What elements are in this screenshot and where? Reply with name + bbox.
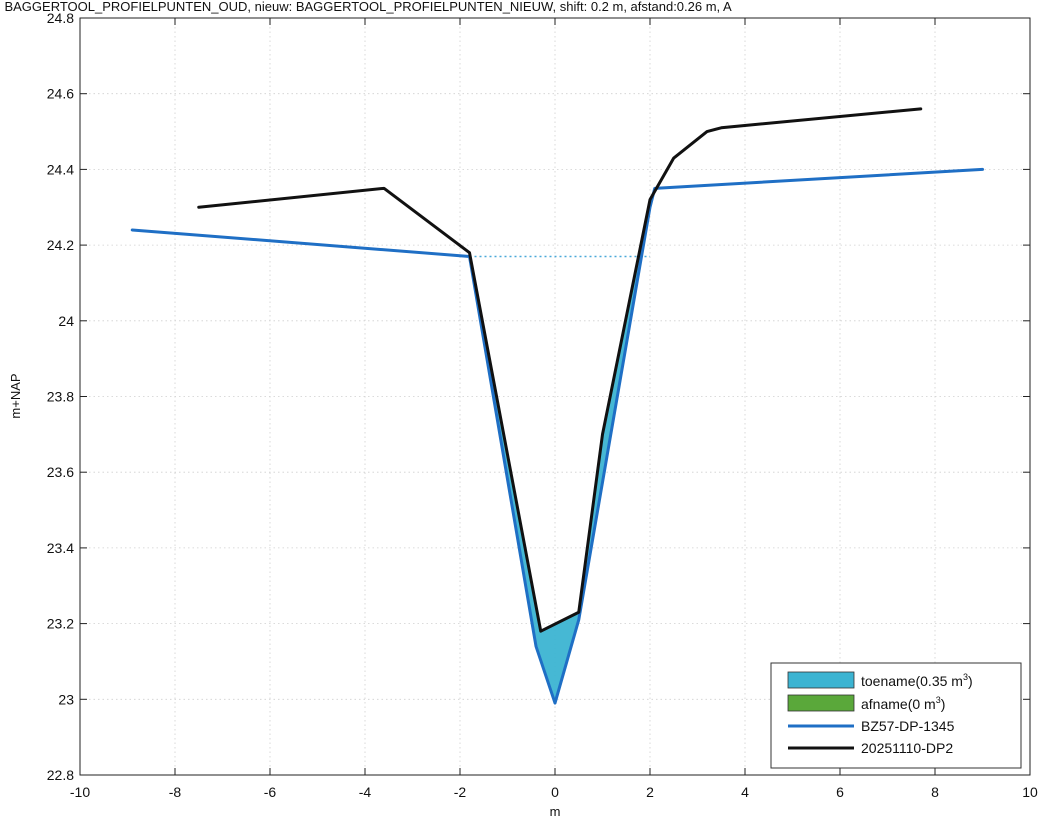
y-tick-label: 23.4 xyxy=(47,540,74,556)
x-tick-label: -6 xyxy=(264,784,277,800)
x-tick-label: 10 xyxy=(1022,784,1038,800)
x-tick-label: -10 xyxy=(70,784,90,800)
legend-label-afname: afname(0 m3) xyxy=(861,695,945,712)
x-tick-label: -2 xyxy=(454,784,467,800)
x-ticks: -10 -8 -6 -4 -2 0 2 4 6 8 10 xyxy=(70,18,1038,800)
y-tick-label: 24.4 xyxy=(47,161,74,177)
x-tick-label: 2 xyxy=(646,784,654,800)
y-tick-label: 24.2 xyxy=(47,237,74,253)
legend: toename(0.35 m3) afname(0 m3) BZ57-DP-13… xyxy=(770,662,1022,769)
y-tick-label: 23.6 xyxy=(47,464,74,480)
y-tick-label: 23.2 xyxy=(47,616,74,632)
series-lines xyxy=(130,107,984,705)
x-tick-label: 8 xyxy=(931,784,939,800)
x-tick-label: 4 xyxy=(741,784,749,800)
x-tick-label: -8 xyxy=(169,784,182,800)
y-tick-label: 23 xyxy=(58,691,74,707)
y-tick-label: 23.8 xyxy=(47,389,74,405)
legend-label-toename: toename(0.35 m3) xyxy=(861,672,973,689)
legend-swatch-toename xyxy=(787,671,855,689)
y-ticks: 22.8 23 23.2 23.4 23.6 23.8 24 24.2 24.4 24.6 24.8 xyxy=(47,10,1030,783)
y-tick-label: 24.8 xyxy=(47,10,74,26)
series-line-dp2 xyxy=(197,107,923,633)
legend-swatch-afname xyxy=(787,694,855,712)
legend-label-dp2: 20251110-DP2 xyxy=(861,740,953,756)
chart-title: d: BAGGERTOOL_PROFIELPUNTEN_OUD, nieuw: … xyxy=(0,0,732,14)
y-tick-label: 24 xyxy=(58,313,74,329)
x-tick-label: 6 xyxy=(836,784,844,800)
legend-label-bz57: BZ57-DP-1345 xyxy=(861,718,955,734)
y-axis-label: m+NAP xyxy=(8,373,23,418)
y-tick-label: 24.6 xyxy=(47,86,74,102)
x-tick-label: 0 xyxy=(551,784,559,800)
y-tick-label: 22.8 xyxy=(47,767,74,783)
x-axis-label: m xyxy=(550,804,561,819)
x-tick-label: -4 xyxy=(359,784,372,800)
